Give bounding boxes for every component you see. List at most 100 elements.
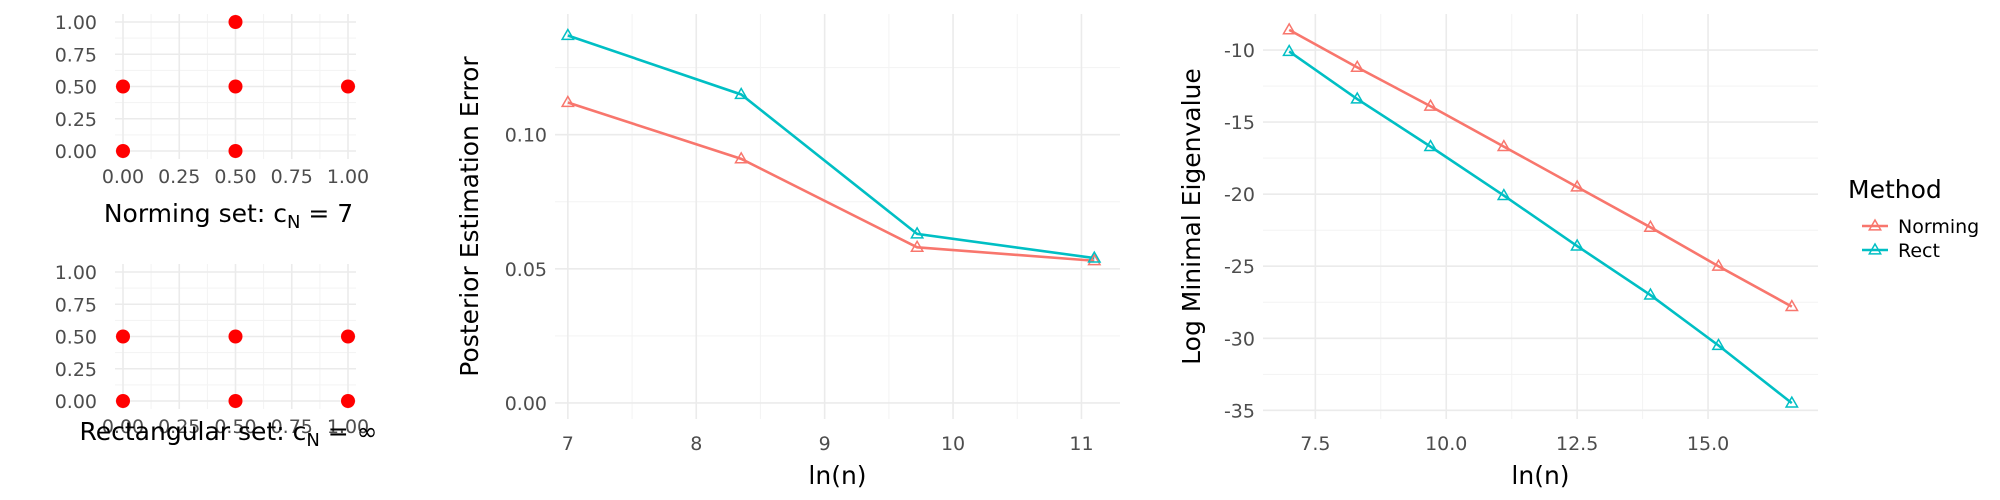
y-tick-label: 0.00: [55, 141, 97, 163]
x-tick-label: 0.50: [214, 166, 256, 188]
x-tick-label: 8: [690, 433, 702, 455]
y-tick-label: 0.00: [505, 393, 547, 415]
data-point-marker: [1496, 139, 1511, 152]
data-point-marker: [1282, 22, 1297, 35]
x-tick-label: 0.25: [158, 166, 200, 188]
caption-text: Norming set:: [104, 199, 273, 228]
data-point: [341, 394, 355, 408]
y-tick-label: -35: [1224, 400, 1255, 422]
caption-c: c: [273, 199, 287, 228]
data-point-marker: [560, 95, 575, 108]
y-tick-label: 0.00: [55, 391, 97, 413]
x-tick-label: 0.00: [102, 416, 144, 438]
series-line-norming: [1288, 28, 1793, 308]
data-point-marker: [1423, 139, 1438, 152]
data-point: [228, 394, 243, 408]
y-tick-label: 0.10: [505, 125, 547, 147]
y-tick-label: -15: [1224, 112, 1255, 134]
data-point: [341, 329, 355, 344]
x-tick-label: 10: [941, 433, 965, 455]
data-point-marker: [1784, 395, 1799, 408]
y-tick-label: 0.75: [55, 44, 97, 66]
data-point-marker: [1087, 250, 1102, 263]
data-point-marker: [910, 226, 925, 239]
data-point-marker: [1643, 287, 1658, 300]
series-line-norming: [567, 101, 1095, 263]
x-tick-label: 0.50: [214, 416, 256, 438]
data-point-marker: [1784, 299, 1799, 312]
y-tick-label: 0.75: [55, 294, 97, 316]
series-line-rect: [567, 34, 1095, 260]
x-tick-label: 0.00: [102, 166, 144, 188]
series-line-rect: [1288, 50, 1793, 405]
data-point: [228, 15, 243, 29]
norming-set-panel: 0.00 0.25 0.50 0.75 1.00 0.00 0.25 0.50 0.75 1.00…: [55, 12, 369, 233]
caption-subscript: N: [287, 212, 300, 233]
x-tick-label: 1.00: [327, 416, 369, 438]
x-tick-label: 0.75: [271, 416, 313, 438]
y-tick-label: 1.00: [55, 12, 97, 34]
y-tick-label: -30: [1224, 328, 1255, 350]
y-tick-label: -20: [1224, 184, 1255, 206]
x-tick-label: 7: [562, 433, 574, 455]
data-point-marker: [1570, 179, 1585, 192]
x-tick-label: 12.5: [1556, 433, 1598, 455]
x-axis-title: ln(n): [1511, 461, 1569, 490]
eigenvalue-panel: 7.5 10.0 12.5 15.0 -35 -30 -25 -20 -15 -10 ln(n) Lo…: [1177, 14, 1818, 490]
legend-marker: [1868, 242, 1882, 255]
panel-caption: Rectangular set: cN = ∞: [79, 417, 377, 451]
data-point-marker: [734, 86, 749, 100]
data-point: [228, 144, 243, 158]
legend-title: Method: [1848, 175, 1942, 204]
y-tick-label: 0.50: [55, 77, 97, 99]
data-point: [116, 329, 130, 344]
y-tick-label: 0.25: [55, 109, 97, 131]
data-point-marker: [1711, 258, 1726, 271]
panel-caption: Norming set: cN = 7: [104, 199, 353, 233]
y-axis-title: Log Minimal Eigenvalue: [1177, 68, 1206, 365]
x-axis-title: ln(n): [808, 461, 866, 490]
data-point: [116, 144, 130, 158]
y-tick-label: 1.00: [55, 262, 97, 284]
y-tick-label: 0.25: [55, 359, 97, 381]
data-point: [341, 79, 355, 94]
x-tick-label: 0.25: [158, 416, 200, 438]
data-point-marker: [734, 151, 749, 164]
data-point: [228, 329, 243, 344]
data-point-marker: [1350, 59, 1365, 72]
data-point-marker: [1282, 43, 1297, 57]
x-tick-label: 1.00: [327, 166, 369, 188]
legend-label-rect: Rect: [1898, 240, 1940, 262]
legend-label-norming: Norming: [1898, 216, 1979, 238]
caption-tail: = 7: [300, 199, 353, 228]
posterior-error-panel: 7 8 9 10 11 0.00 0.05 0.10 ln(n) Posterior Estima…: [455, 14, 1120, 490]
data-point: [116, 394, 130, 408]
data-point-marker: [1423, 98, 1438, 111]
data-point-marker: [1350, 91, 1365, 104]
caption-text: Rectangular set:: [79, 417, 292, 446]
data-point: [116, 79, 130, 94]
x-tick-label: 9: [819, 433, 831, 455]
x-tick-label: 15.0: [1687, 433, 1729, 455]
y-tick-label: 0.50: [55, 327, 97, 349]
data-point: [228, 79, 243, 94]
rectangular-set-panel: 0.00 0.25 0.50 0.75 1.00 0.00 0.25 0.50 0.75 1.00…: [55, 262, 378, 451]
y-tick-label: -25: [1224, 256, 1255, 278]
caption-subscript: N: [306, 430, 319, 451]
y-tick-label: 0.05: [505, 259, 547, 281]
y-tick-label: -10: [1224, 40, 1255, 62]
y-axis-title: Posterior Estimation Error: [455, 56, 484, 377]
data-point-marker: [1087, 253, 1102, 266]
caption-c: c: [293, 417, 307, 446]
legend-marker: [1868, 218, 1882, 231]
caption-tail: = ∞: [320, 417, 378, 446]
x-tick-label: 7.5: [1300, 433, 1330, 455]
x-tick-label: 0.75: [271, 166, 313, 188]
data-point-marker: [560, 27, 575, 41]
data-point-marker: [1496, 188, 1511, 201]
data-point-marker: [910, 239, 925, 252]
x-tick-label: 11: [1069, 433, 1093, 455]
data-point-marker: [1570, 238, 1585, 251]
